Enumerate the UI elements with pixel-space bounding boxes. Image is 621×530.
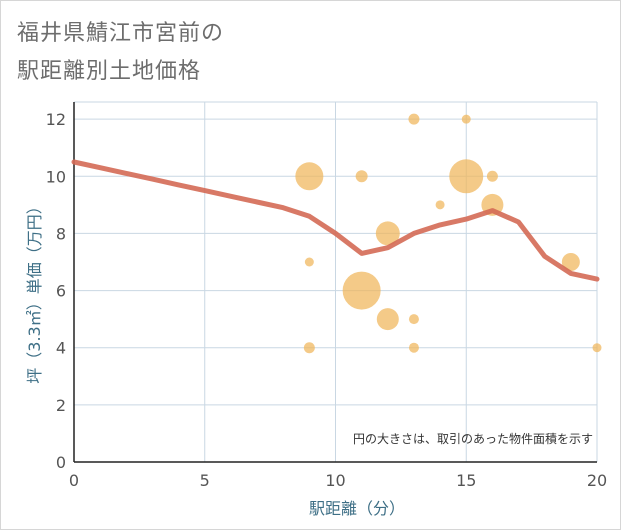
x-tick-label: 15 xyxy=(456,471,476,490)
y-tick-label: 12 xyxy=(46,110,66,129)
bubble-point xyxy=(375,221,400,246)
y-tick-label: 6 xyxy=(56,282,66,301)
bubble-point xyxy=(449,159,484,194)
bubble-point xyxy=(303,342,315,354)
y-tick-label: 0 xyxy=(56,453,66,472)
bubble-point xyxy=(435,200,445,210)
y-tick-label: 4 xyxy=(56,339,66,358)
trend-line xyxy=(71,159,600,282)
x-axis-label: 駅距離（分） xyxy=(309,499,405,518)
chart-title-line2: 駅距離別土地価格 xyxy=(17,59,202,84)
bubble-point xyxy=(408,314,419,325)
y-tick-label: 2 xyxy=(56,396,66,415)
x-tick-label: 0 xyxy=(69,471,79,490)
y-axis-label: 坪（3.3㎡）単価（万円） xyxy=(25,198,44,383)
bubble-point xyxy=(561,253,580,271)
bubble-point xyxy=(355,170,368,183)
y-tick-label: 8 xyxy=(56,224,66,243)
chart-title-line1: 福井県鯖江市宮前の xyxy=(17,21,225,46)
bubble-point xyxy=(486,170,498,182)
grid-lines xyxy=(73,101,598,463)
bubble-point xyxy=(295,162,324,191)
bubble-point xyxy=(461,114,471,124)
bubble-point xyxy=(408,113,420,125)
bubble-point xyxy=(304,257,314,267)
bubble-point xyxy=(342,271,381,310)
x-tick-label: 5 xyxy=(200,471,210,490)
x-tick-label: 20 xyxy=(587,471,607,490)
tick-labels: 0 5 10 15 20 0 2 4 6 8 10 12 xyxy=(46,110,608,490)
bubble-point xyxy=(408,342,419,353)
bubble-point xyxy=(376,308,399,331)
x-tick-label: 10 xyxy=(325,471,345,490)
y-tick-label: 10 xyxy=(46,167,66,186)
size-note: 円の大きさは、取引のあった物件面積を示す xyxy=(353,431,593,446)
trend-layer xyxy=(71,159,600,282)
bubble-point xyxy=(592,343,602,353)
